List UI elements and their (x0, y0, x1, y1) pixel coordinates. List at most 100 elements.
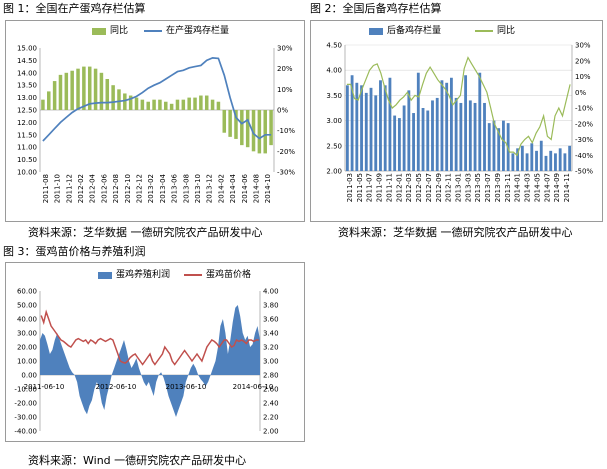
bar-同比 (152, 99, 156, 110)
y-left-tick-label: 12.50 (17, 107, 37, 115)
bar-后备鸡存栏量 (454, 97, 458, 171)
y-left-tick-label: 40.00 (17, 316, 37, 324)
x-tick-label: 2011-03 (346, 173, 354, 202)
x-tick-label: 2014-10 (264, 174, 272, 203)
y-right-tick-label: 0% (575, 89, 586, 97)
chart-3-panel: 蛋鸡养殖利润 蛋鸡苗价格 -40.00 -30.00 -20.00 -10.00 0.0… (5, 262, 305, 442)
y-left-tick-label: 10.00 (17, 358, 37, 366)
y-left-tick-label: 0.00 (21, 372, 37, 380)
bar-同比 (82, 66, 86, 110)
x-tick-label: 2014-03 (524, 173, 532, 202)
bar-后备鸡存栏量 (379, 80, 382, 171)
y-right-tick-label: 20% (277, 65, 293, 73)
bar-后备鸡存栏量 (502, 120, 505, 171)
bar-后备鸡存栏量 (459, 102, 463, 171)
bar-同比 (87, 66, 92, 110)
chart-1-svg: 10.00 10.50 11.00 11.50 12.00 12.50 13.00 13.50… (17, 45, 295, 204)
bar-同比 (158, 99, 162, 110)
y-right-tick-label: 10% (575, 73, 591, 81)
chart-3-legend: 蛋鸡养殖利润 蛋鸡苗价格 (98, 270, 251, 280)
y-right-tick-label: -10% (277, 127, 295, 135)
bar-后备鸡存栏量 (407, 90, 411, 171)
y-left-tick-label: 14.00 (17, 69, 37, 77)
bar-同比 (199, 95, 203, 110)
x-tick-label: 2013-05 (474, 173, 482, 202)
chart-3-svg: -40.00 -30.00 -20.00 -10.00 0.00 10.00 20.00 30… (14, 288, 279, 436)
x-tick-label: 2013-01 (455, 173, 463, 202)
bar-后备鸡存栏量 (402, 105, 406, 171)
bar-后备鸡存栏量 (449, 77, 453, 171)
bar-同比 (164, 101, 168, 110)
legend-label: 后备鸡存栏量 (387, 26, 442, 36)
y-left-tick-label: 10.00 (17, 169, 37, 177)
bar-同比 (70, 70, 74, 110)
x-tick-label: 2013-06-10 (166, 383, 207, 391)
bar-同比 (181, 99, 186, 110)
y-right-tick-label: 3.60 (263, 316, 279, 324)
x-tick-label: 2014-05 (533, 173, 541, 202)
series-line-在产蛋鸡存栏量 (42, 57, 272, 142)
bar-后备鸡存栏量 (525, 153, 529, 171)
y-left-tick-label: 20.00 (17, 344, 37, 352)
bar-同比 (175, 99, 180, 110)
bar-后备鸡存栏量 (492, 120, 496, 171)
bar-同比 (41, 99, 45, 110)
y-left-tick-label: 50.00 (17, 302, 37, 310)
series-line-同比 (346, 56, 571, 157)
x-tick-label: 2013-03 (464, 173, 472, 202)
bar-同比 (140, 99, 145, 110)
bar-后备鸡存栏量 (563, 153, 567, 171)
bar-后备鸡存栏量 (393, 115, 397, 171)
x-tick-label: 2013-04 (159, 173, 167, 203)
y-left-tick-label: 4.50 (326, 42, 342, 50)
x-tick-label: 2012-03 (405, 173, 413, 202)
bar-后备鸡存栏量 (374, 95, 378, 171)
y-left-tick-label: 11.00 (17, 144, 37, 152)
bar-同比 (210, 99, 215, 110)
bar-后备鸡存栏量 (516, 148, 520, 171)
bar-同比 (187, 97, 191, 110)
series-line-蛋鸡苗价格 (40, 309, 259, 366)
bar-后备鸡存栏量 (421, 108, 425, 171)
y-left-tick-label: 11.50 (17, 131, 37, 139)
bar-同比 (228, 110, 232, 137)
y-left-tick-label: 12.00 (17, 119, 37, 127)
y-left-tick-label: -20.00 (14, 400, 37, 408)
x-tick-label: 2014-06-10 (233, 383, 274, 391)
y-right-tick-label: 2.40 (263, 400, 279, 408)
bar-同比 (134, 97, 139, 110)
bar-同比 (64, 72, 69, 110)
legend-bar-swatch (92, 27, 106, 35)
bar-后备鸡存栏量 (554, 153, 557, 171)
bar-后备鸡存栏量 (558, 148, 562, 171)
bar-后备鸡存栏量 (412, 113, 415, 171)
x-tick-label: 2014-09 (553, 173, 561, 202)
bar-同比 (52, 81, 57, 110)
chart-2-svg: 2.00 2.50 3.00 3.50 4.00 4.50 -50% -40% -30% -20%… (326, 42, 593, 203)
x-tick-label: 2012-01 (395, 173, 403, 202)
bar-后备鸡存栏量 (520, 145, 524, 171)
bar-同比 (234, 110, 238, 139)
bar-后备鸡存栏量 (355, 82, 359, 171)
x-tick-label: 2012-08 (112, 174, 120, 203)
x-tick-label: 2014-02 (217, 174, 225, 203)
fig3-source: 资料来源：Wind 一德研究院农产品研发中心 (28, 454, 247, 467)
bar-同比 (169, 103, 174, 110)
y-right-tick-label: 2.20 (263, 414, 279, 422)
bar-后备鸡存栏量 (445, 82, 449, 171)
bar-同比 (193, 97, 197, 110)
x-tick-label: 2012-12 (135, 174, 143, 203)
y-right-tick-label: -30% (277, 169, 295, 177)
bar-同比 (245, 110, 250, 148)
y-left-tick-label: 2.00 (326, 168, 342, 176)
y-right-tick-label: 2.00 (263, 428, 279, 436)
x-tick-label: 2013-06 (171, 173, 179, 203)
x-tick-label: 2012-11 (445, 173, 453, 202)
bar-后备鸡存栏量 (478, 72, 482, 171)
y-left-tick-label: 14.50 (17, 57, 37, 65)
y-left-tick-label: 3.00 (326, 117, 342, 125)
y-right-tick-label: 10% (277, 86, 293, 94)
x-tick-label: 2011-06-10 (24, 383, 65, 391)
y-left-tick-label: -10.00 (14, 386, 37, 394)
x-tick-label: 2014-01 (514, 173, 522, 202)
